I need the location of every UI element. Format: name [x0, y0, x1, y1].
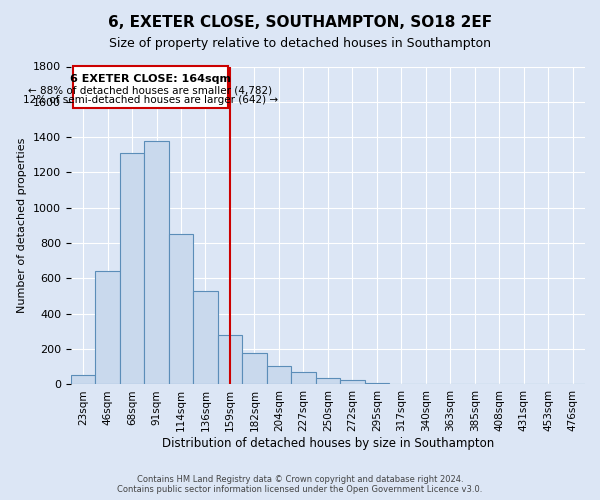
Text: Size of property relative to detached houses in Southampton: Size of property relative to detached ho… [109, 38, 491, 51]
Bar [73, 66, 227, 108]
Bar [169, 234, 193, 384]
Bar [242, 352, 266, 384]
Bar [291, 372, 316, 384]
Bar [193, 291, 218, 384]
X-axis label: Distribution of detached houses by size in Southampton: Distribution of detached houses by size … [162, 437, 494, 450]
Text: Contains public sector information licensed under the Open Government Licence v3: Contains public sector information licen… [118, 485, 482, 494]
Bar [120, 153, 144, 384]
Bar [266, 366, 291, 384]
Text: ← 88% of detached houses are smaller (4,782): ← 88% of detached houses are smaller (4,… [28, 85, 272, 95]
Y-axis label: Number of detached properties: Number of detached properties [17, 138, 28, 313]
Text: 12% of semi-detached houses are larger (642) →: 12% of semi-detached houses are larger (… [23, 95, 278, 105]
Bar [144, 140, 169, 384]
Bar [340, 380, 365, 384]
Text: 6, EXETER CLOSE, SOUTHAMPTON, SO18 2EF: 6, EXETER CLOSE, SOUTHAMPTON, SO18 2EF [108, 15, 492, 30]
Bar [218, 335, 242, 384]
Text: 6 EXETER CLOSE: 164sqm: 6 EXETER CLOSE: 164sqm [70, 74, 230, 84]
Bar [71, 374, 95, 384]
Text: Contains HM Land Registry data © Crown copyright and database right 2024.: Contains HM Land Registry data © Crown c… [137, 475, 463, 484]
Bar [316, 378, 340, 384]
Bar [365, 382, 389, 384]
Bar [95, 270, 120, 384]
